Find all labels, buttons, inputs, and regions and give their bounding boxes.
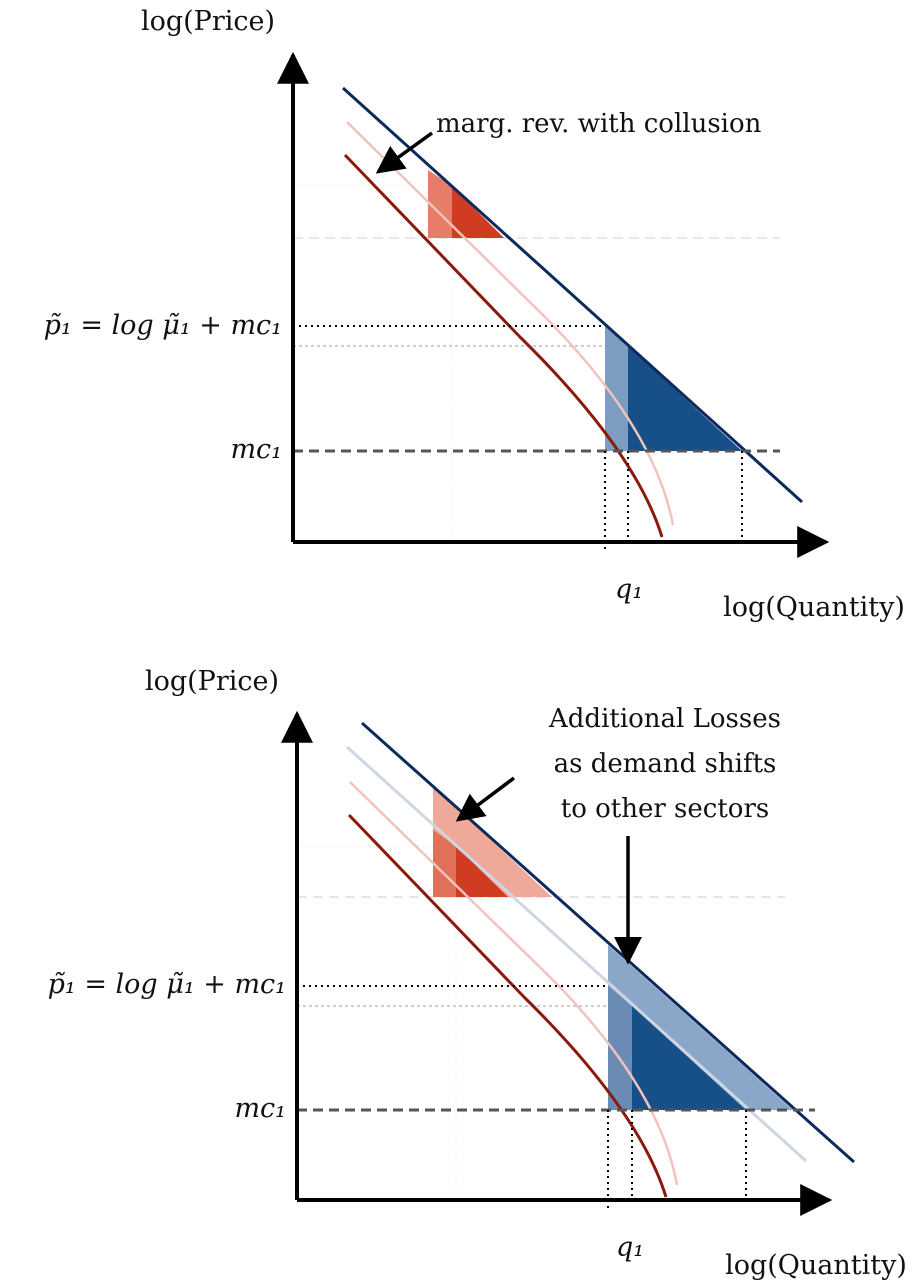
bottom-y-axis-title: log(Price): [145, 666, 279, 697]
bottom-diagram: log(Price) log(Quantity) p̃₁ = log μ̃₁ +…: [48, 666, 907, 1281]
bottom-annotation-line-1: Additional Losses: [548, 704, 781, 734]
bottom-x-axis-title: log(Quantity): [725, 1250, 907, 1281]
bottom-q-label: q₁: [616, 1232, 644, 1263]
top-demand-curve: [341, 86, 804, 504]
top-mr-curve: [343, 153, 664, 538]
bottom-annotation-line-2: as demand shifts: [554, 749, 777, 779]
top-diagram: log(Price) log(Quantity) p̃₁ = log μ̃₁ +…: [44, 6, 905, 623]
bottom-annotation-line-3: to other sectors: [561, 794, 769, 824]
top-q-label: q₁: [615, 574, 643, 605]
bottom-mc-label: mc₁: [234, 1093, 286, 1124]
bottom-mr-curve: [347, 813, 668, 1198]
top-blue-light-region: [605, 326, 628, 451]
top-faint-mr-curve: [346, 121, 675, 526]
bottom-blue-light-region: [608, 986, 632, 1110]
bottom-price-label: p̃₁ = log μ̃₁ + mc₁: [48, 969, 286, 1000]
bottom-faint-mr-curve: [349, 781, 679, 1186]
bottom-annotation-arrow-left: [455, 776, 516, 822]
top-annotation-label: marg. rev. with collusion: [436, 109, 762, 139]
bottom-shifted-demand-curve: [345, 745, 808, 1163]
top-mc-label: mc₁: [230, 434, 282, 465]
bottom-blue-region: [632, 1006, 746, 1110]
top-annotation-arrow: [375, 131, 434, 174]
top-x-axis-title: log(Quantity): [723, 592, 905, 623]
top-y-axis-title: log(Price): [141, 6, 275, 37]
top-price-label: p̃₁ = log μ̃₁ + mc₁: [44, 310, 282, 341]
bottom-demand-curve: [361, 721, 855, 1164]
